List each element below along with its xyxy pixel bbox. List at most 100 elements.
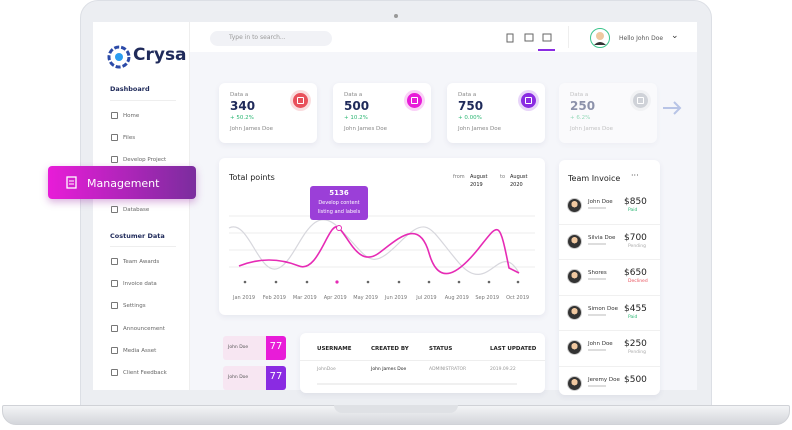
mini-card [223, 366, 268, 390]
invoice-amount: $500 [624, 374, 647, 385]
row-divider [559, 365, 660, 367]
table-cell: John James Doe [371, 367, 407, 372]
invoice-status: Paid [628, 208, 638, 213]
x-label: Feb 2019 [262, 295, 286, 301]
mini-value: 77 [269, 341, 283, 352]
section-heading: Dashboard [110, 85, 150, 93]
logo-icon [107, 45, 131, 69]
row-divider [559, 259, 660, 260]
search-box[interactable] [210, 31, 332, 46]
stat-label: Data a [344, 92, 363, 98]
menu-icon [111, 206, 118, 213]
management-icon [66, 176, 77, 189]
line-chart [228, 215, 535, 284]
user-greeting: Hello John Doe [619, 35, 664, 42]
table-header: LAST UPDATED [490, 346, 537, 352]
mini-name: John Doe [228, 375, 249, 380]
avatar [567, 233, 582, 249]
stat-owner: John James Doe [230, 126, 274, 132]
mini-card [223, 336, 268, 360]
menu-icon [111, 369, 118, 376]
user-menu-chevron[interactable]: ⌄ [671, 31, 679, 41]
stat-change: + 0.00% [458, 115, 482, 121]
stat-change: + 6.2% [570, 115, 591, 121]
invoice-amount: $850 [624, 197, 647, 207]
x-label: Apr 2019 [323, 295, 347, 301]
stat-icon-glyph [411, 97, 418, 104]
menu-icon [111, 302, 118, 310]
stat-icon-glyph [297, 97, 304, 104]
to-label: to [500, 174, 506, 180]
topbar-icons [506, 33, 555, 51]
invoice-amount: $650 [624, 268, 647, 278]
x-label: May 2019 [353, 295, 378, 301]
stat-owner: John James Doe [458, 126, 502, 132]
invoice-sub [588, 207, 606, 209]
section-rule [110, 246, 176, 247]
table-header: CREATED BY [371, 346, 409, 352]
invoice-amount: $250 [624, 339, 647, 349]
stat-owner: John James Doe [570, 126, 614, 132]
table-cell: ADMINISTRATOR [429, 367, 467, 372]
invoice-menu[interactable]: ··· [631, 171, 639, 180]
section-rule [110, 100, 176, 101]
mini-value: 77 [269, 371, 283, 382]
menu-item[interactable]: Client Feedback [123, 370, 167, 376]
active-menu-label: Management [87, 177, 160, 190]
invoice-sub [588, 242, 606, 245]
avatar [567, 340, 582, 355]
menu-icon [111, 156, 118, 163]
avatar [567, 375, 582, 391]
menu-item[interactable]: Media Asset [123, 347, 157, 354]
tooltip-value: 5136 [329, 189, 349, 197]
logo-text: Crysa [133, 45, 187, 65]
sidebar [93, 22, 190, 390]
table-cell: 2019.09.22 [490, 367, 516, 372]
active-menu-item[interactable] [48, 166, 196, 199]
menu-item[interactable]: Database [123, 207, 150, 213]
camera [394, 14, 398, 18]
invoice-status: Pending [628, 350, 646, 355]
menu-item[interactable]: Invoice data [123, 281, 157, 288]
next-arrow[interactable] [661, 99, 683, 117]
avatar [567, 304, 582, 320]
avatar [567, 269, 582, 284]
menu-icon [111, 258, 118, 265]
x-label: Aug 2019 [444, 295, 469, 301]
mini-badge [266, 366, 286, 390]
from-date: August 2019 [470, 174, 488, 188]
invoice-sub [588, 349, 606, 351]
stat-value: 750 [458, 99, 484, 113]
menu-item[interactable]: Team Awards [123, 259, 160, 265]
stat-icon-glyph [525, 97, 532, 104]
table-row-placeholder [317, 383, 517, 385]
invoice-amount: $700 [624, 232, 647, 243]
x-label: Oct 2019 [506, 295, 530, 301]
x-label: Mar 2019 [292, 295, 317, 301]
menu-item[interactable]: Develop Project [123, 157, 167, 163]
topbar-divider [568, 26, 569, 48]
mini-badge [266, 336, 286, 360]
chart-title: Total points [229, 173, 275, 182]
mini-name: John Doe [228, 345, 249, 350]
invoice-name: Silvia Doe [588, 234, 616, 241]
stat-label: Data a [570, 92, 589, 98]
stat-icon [293, 93, 308, 108]
stat-change: + 10.2% [344, 115, 368, 121]
menu-item[interactable]: Files [123, 135, 136, 141]
stat-value: 340 [230, 99, 256, 113]
invoice-status: Pending [628, 243, 646, 249]
laptop-notch [334, 405, 458, 413]
invoice-status: Declined [628, 279, 648, 284]
menu-item[interactable]: Settings [123, 303, 146, 310]
table-cell: JohnDoe [317, 367, 336, 372]
stat-icon [521, 93, 536, 108]
stat-label: Data a [458, 92, 477, 98]
invoice-status: Paid [628, 314, 638, 320]
invoice-name: John Doe [588, 199, 613, 205]
menu-item[interactable]: Announcement [123, 325, 165, 332]
to-date: August 2020 [510, 174, 528, 188]
menu-item[interactable]: Home [123, 113, 140, 119]
invoice-name: Jeremy Doe [588, 376, 620, 383]
